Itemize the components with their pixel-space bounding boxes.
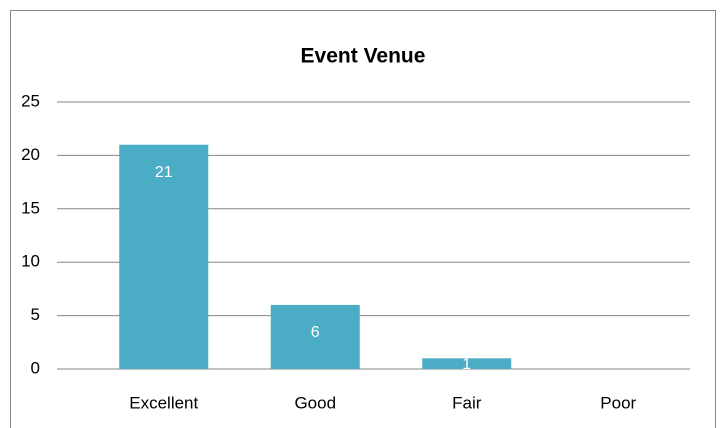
- y-tick-label: 20: [21, 145, 40, 164]
- y-tick-label: 0: [31, 358, 40, 377]
- bar: [119, 144, 209, 369]
- chart-title: Event Venue: [301, 45, 426, 68]
- bar: [270, 304, 360, 369]
- y-tick-label: 5: [31, 305, 40, 324]
- x-tick-label: Good: [294, 393, 336, 412]
- data-label: 6: [311, 324, 320, 341]
- y-tick-label: 15: [21, 198, 40, 217]
- x-tick-label: Excellent: [129, 393, 198, 412]
- y-tick-label: 25: [21, 91, 40, 110]
- y-tick-label: 10: [21, 252, 40, 271]
- bar: [422, 358, 512, 369]
- x-tick-label: Fair: [452, 393, 482, 412]
- data-label: 21: [155, 164, 173, 181]
- data-label: 1: [462, 356, 471, 373]
- chart-border: [10, 10, 716, 428]
- x-tick-label: Poor: [600, 393, 636, 412]
